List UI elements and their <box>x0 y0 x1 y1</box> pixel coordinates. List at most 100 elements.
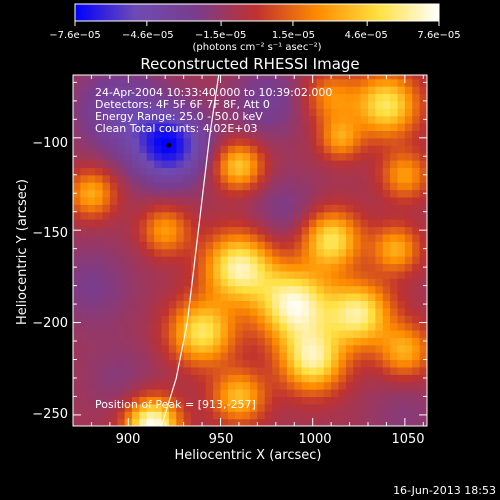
heatmap-cell <box>331 108 340 117</box>
heatmap-cell <box>87 182 96 191</box>
heatmap-cell <box>316 137 325 146</box>
heatmap-cell <box>404 219 413 228</box>
heatmap-cell <box>404 352 413 361</box>
heatmap-cell <box>168 315 177 324</box>
heatmap-cell <box>286 86 295 95</box>
heatmap-cell <box>360 115 369 124</box>
heatmap-cell <box>250 389 258 398</box>
heatmap-cell <box>235 182 244 191</box>
heatmap-cell <box>235 226 244 235</box>
heatmap-cell <box>183 418 192 426</box>
heatmap-cell <box>235 123 244 132</box>
heatmap-cell <box>368 300 376 309</box>
heatmap-cell <box>353 411 362 420</box>
heatmap-cell <box>345 396 354 405</box>
heatmap-cell <box>183 123 192 132</box>
heatmap-cell <box>117 418 126 426</box>
heatmap-cell <box>264 381 273 390</box>
heatmap-cell <box>368 359 376 368</box>
heatmap-cell <box>331 145 340 154</box>
heatmap-cell <box>264 196 273 205</box>
heatmap-cell <box>419 137 427 146</box>
heatmap-cell <box>161 219 170 228</box>
heatmap-cell <box>412 359 421 368</box>
heatmap-cell <box>397 329 406 338</box>
heatmap-cell <box>220 130 229 139</box>
heatmap-cell <box>213 233 222 242</box>
heatmap-cell <box>95 411 104 420</box>
heatmap-cell <box>294 159 303 168</box>
heatmap-cell <box>404 75 413 80</box>
heatmap-cell <box>220 196 229 205</box>
heatmap-cell <box>397 352 406 361</box>
heatmap-cell <box>382 344 391 353</box>
heatmap-cell <box>132 248 140 257</box>
heatmap-cell <box>345 137 354 146</box>
heatmap-cell <box>87 219 96 228</box>
heatmap-cell <box>132 86 140 95</box>
heatmap-cell <box>73 196 81 205</box>
heatmap-cell <box>257 152 266 161</box>
heatmap-cell <box>183 270 192 279</box>
heatmap-cell <box>242 300 251 309</box>
heatmap-cell <box>309 329 317 338</box>
heatmap-cell <box>183 226 192 235</box>
heatmap-cell <box>382 152 391 161</box>
heatmap-cell <box>198 389 207 398</box>
heatmap-cell <box>102 300 111 309</box>
heatmap-cell <box>132 108 140 117</box>
heatmap-cell <box>272 307 281 316</box>
heatmap-cell <box>205 93 214 102</box>
heatmap-cell <box>301 130 310 139</box>
heatmap-cell <box>205 403 214 412</box>
heatmap-cell <box>264 204 273 213</box>
heatmap-cell <box>95 374 104 383</box>
heatmap-cell <box>345 270 354 279</box>
heatmap-cell <box>73 100 81 109</box>
heatmap-cell <box>242 152 251 161</box>
heatmap-cell <box>109 322 118 331</box>
heatmap-cell <box>117 292 126 301</box>
heatmap-cell <box>257 241 266 250</box>
heatmap-cell <box>272 123 281 132</box>
heatmap-cell <box>257 204 266 213</box>
heatmap-cell <box>382 196 391 205</box>
heatmap-cell <box>412 78 421 87</box>
heatmap-cell <box>132 189 140 198</box>
heatmap-cell <box>139 211 148 220</box>
heatmap-cell <box>375 403 384 412</box>
heatmap-cell <box>257 78 266 87</box>
heatmap-cell <box>345 108 354 117</box>
heatmap-cell <box>87 78 96 87</box>
heatmap-cell <box>95 270 104 279</box>
heatmap-cell <box>272 196 281 205</box>
heatmap-cell <box>323 174 332 183</box>
heatmap-cell <box>272 352 281 361</box>
heatmap-cell <box>87 411 96 420</box>
heatmap-cell <box>95 204 104 213</box>
heatmap-cell <box>146 263 155 272</box>
heatmap-cell <box>235 167 244 176</box>
heatmap-cell <box>309 86 317 95</box>
heatmap-cell <box>124 233 133 242</box>
heatmap-cell <box>250 167 258 176</box>
heatmap-cell <box>338 174 347 183</box>
heatmap-cell <box>250 78 258 87</box>
heatmap-cell <box>390 241 399 250</box>
heatmap-cell <box>117 233 126 242</box>
heatmap-cell <box>109 285 118 294</box>
heatmap-cell <box>191 322 199 331</box>
heatmap-cell <box>227 292 236 301</box>
heatmap-cell <box>316 411 325 420</box>
heatmap-cell <box>412 86 421 95</box>
heatmap-cell <box>146 278 155 287</box>
heatmap-cell <box>146 241 155 250</box>
heatmap-cell <box>264 307 273 316</box>
heatmap-cell <box>368 389 376 398</box>
heatmap-cell <box>161 256 170 265</box>
heatmap-cell <box>390 152 399 161</box>
heatmap-cell <box>323 137 332 146</box>
heatmap-cell <box>390 108 399 117</box>
heatmap-cell <box>168 137 177 146</box>
heatmap-cell <box>235 130 244 139</box>
